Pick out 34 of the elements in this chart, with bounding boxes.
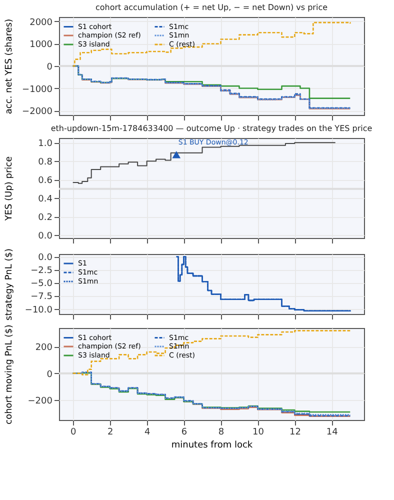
y-tick-label: 0.4	[38, 194, 53, 205]
y-tick-label: −2.5	[30, 266, 52, 276]
y-tick-label: 0.8	[38, 158, 53, 168]
y-tick-label: 1000	[30, 40, 53, 50]
y-tick-label: 0.0	[38, 232, 53, 242]
y-axis-title: acc. net YES (shares)	[4, 18, 14, 114]
y-tick-label: 1.0	[38, 139, 53, 150]
x-axis-title: minutes from lock	[171, 440, 254, 450]
x-tick-label: 14	[326, 428, 338, 438]
y-tick-label: 200	[35, 343, 53, 354]
x-tick-label: 12	[289, 428, 301, 438]
x-tick-label: 4	[144, 428, 150, 438]
x-tick-label: 0	[70, 428, 76, 438]
x-tick-label: 6	[181, 428, 188, 438]
y-tick-label: 0.0	[38, 253, 53, 264]
y-tick-label: −10.0	[24, 305, 53, 316]
y-tick-label: 0	[46, 370, 53, 380]
y-tick-label: −2000	[22, 107, 53, 118]
y-tick-label: −5.0	[30, 279, 53, 290]
chart-title: eth-updown-15m-1784633400 — outcome Up · strategy trades on the YES price	[50, 124, 372, 133]
y-tick-label: 0	[46, 62, 53, 72]
x-tick-label: 10	[252, 428, 264, 438]
y-axis-title: cohort moving PnL ($)	[4, 324, 14, 424]
y-axis-title: strategy PnL ($)	[4, 248, 14, 320]
y-tick-label: 2000	[30, 18, 53, 28]
y-tick-label: −1000	[22, 84, 53, 95]
y-tick-label: 0.6	[38, 176, 53, 186]
x-tick-label: 8	[218, 428, 224, 438]
y-axis-title: YES (Up) price	[4, 156, 14, 222]
y-tick-label: −7.5	[30, 292, 52, 302]
y-tick-label: 0.2	[38, 213, 52, 224]
x-tick-label: 2	[107, 428, 114, 438]
chart-title: cohort accumulation (+ = net Up, − = net Down) vs price	[95, 3, 328, 12]
y-tick-label: −200	[28, 396, 53, 406]
